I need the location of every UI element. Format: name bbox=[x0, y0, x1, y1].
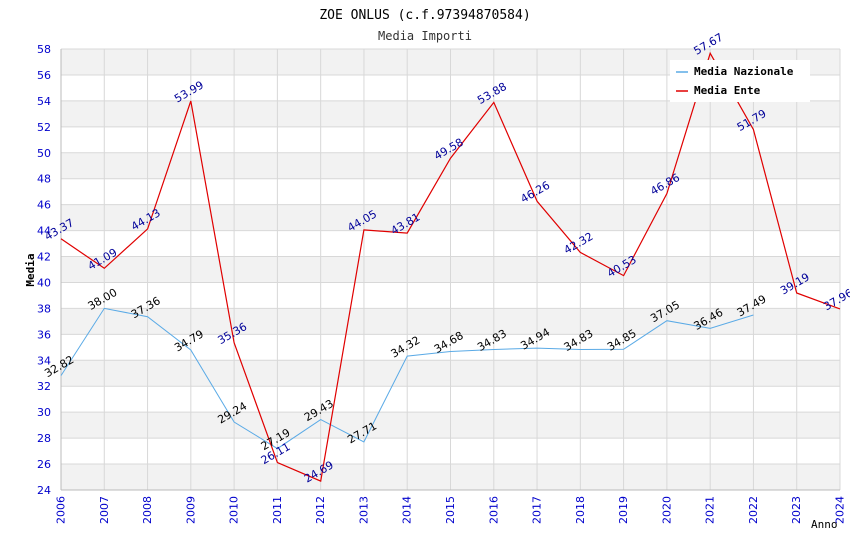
y-tick-label: 24 bbox=[37, 484, 51, 497]
x-tick-label: 2010 bbox=[228, 496, 241, 524]
x-tick-label: 2024 bbox=[834, 496, 847, 524]
gridlines bbox=[60, 48, 841, 491]
y-tick-label: 36 bbox=[37, 328, 51, 341]
legend-label-media-ente: Media Ente bbox=[694, 84, 761, 97]
y-tick-label: 42 bbox=[37, 251, 51, 264]
y-tick-label: 38 bbox=[37, 302, 51, 315]
y-tick-label: 32 bbox=[37, 380, 51, 393]
x-tick-label: 2011 bbox=[271, 496, 284, 524]
x-tick-label: 2007 bbox=[98, 496, 111, 524]
y-tick-label: 26 bbox=[37, 458, 51, 471]
axes: 24 26 28 30 32 34 36 38 40 42 44 46 48 50 52 54 56 58 2006… bbox=[37, 43, 847, 524]
y-tick-label: 52 bbox=[37, 121, 51, 134]
x-tick-label: 2009 bbox=[184, 496, 197, 524]
x-tick-label: 2023 bbox=[790, 496, 803, 524]
y-tick-label: 28 bbox=[37, 432, 51, 445]
y-tick-label: 54 bbox=[37, 95, 51, 108]
chart-title: ZOE ONLUS (c.f.97394870584) bbox=[319, 8, 530, 23]
y-tick-label: 34 bbox=[37, 354, 51, 367]
x-tick-label: 2012 bbox=[314, 496, 327, 524]
x-tick-label: 2015 bbox=[444, 496, 457, 524]
y-tick-label: 48 bbox=[37, 173, 51, 186]
series-line-media-ente bbox=[60, 51, 841, 482]
legend-box bbox=[670, 60, 810, 102]
y-tick-label: 44 bbox=[37, 225, 51, 238]
x-tick-label: 2021 bbox=[704, 496, 717, 524]
x-tick-label: 2020 bbox=[660, 496, 673, 524]
chart-subtitle: Media Importi bbox=[378, 29, 472, 43]
y-tick-label: 40 bbox=[37, 276, 51, 289]
x-tick-label: 2017 bbox=[531, 496, 544, 524]
x-tick-label: 2022 bbox=[747, 496, 760, 524]
series-lines bbox=[60, 51, 841, 482]
y-tick-label: 58 bbox=[37, 43, 51, 56]
y-tick-label: 56 bbox=[37, 69, 51, 82]
x-tick-label: 2008 bbox=[141, 496, 154, 524]
y-axis-label: Media bbox=[24, 253, 37, 286]
x-tick-label: 2006 bbox=[55, 496, 68, 524]
legend: Media Nazionale Media Ente bbox=[670, 60, 810, 102]
y-tick-label: 46 bbox=[37, 199, 51, 212]
y-tick-label: 50 bbox=[37, 147, 51, 160]
series-line-media-nazionale bbox=[60, 307, 754, 450]
x-tick-label: 2014 bbox=[401, 496, 414, 524]
data-label-media-ente: 42.32 bbox=[562, 230, 596, 257]
x-axis-label: Anno bbox=[811, 518, 838, 531]
data-label-media-ente: 43.37 bbox=[42, 216, 76, 243]
legend-label-media-nazionale: Media Nazionale bbox=[694, 65, 794, 78]
x-tick-label: 2019 bbox=[617, 496, 630, 524]
data-label-media-nazionale: 34.32 bbox=[389, 334, 423, 361]
x-tick-label: 2016 bbox=[487, 496, 500, 524]
x-tick-label: 2013 bbox=[357, 496, 370, 524]
data-label-media-ente: 46.26 bbox=[518, 179, 552, 206]
y-tick-label: 30 bbox=[37, 406, 51, 419]
x-tick-label: 2018 bbox=[574, 496, 587, 524]
